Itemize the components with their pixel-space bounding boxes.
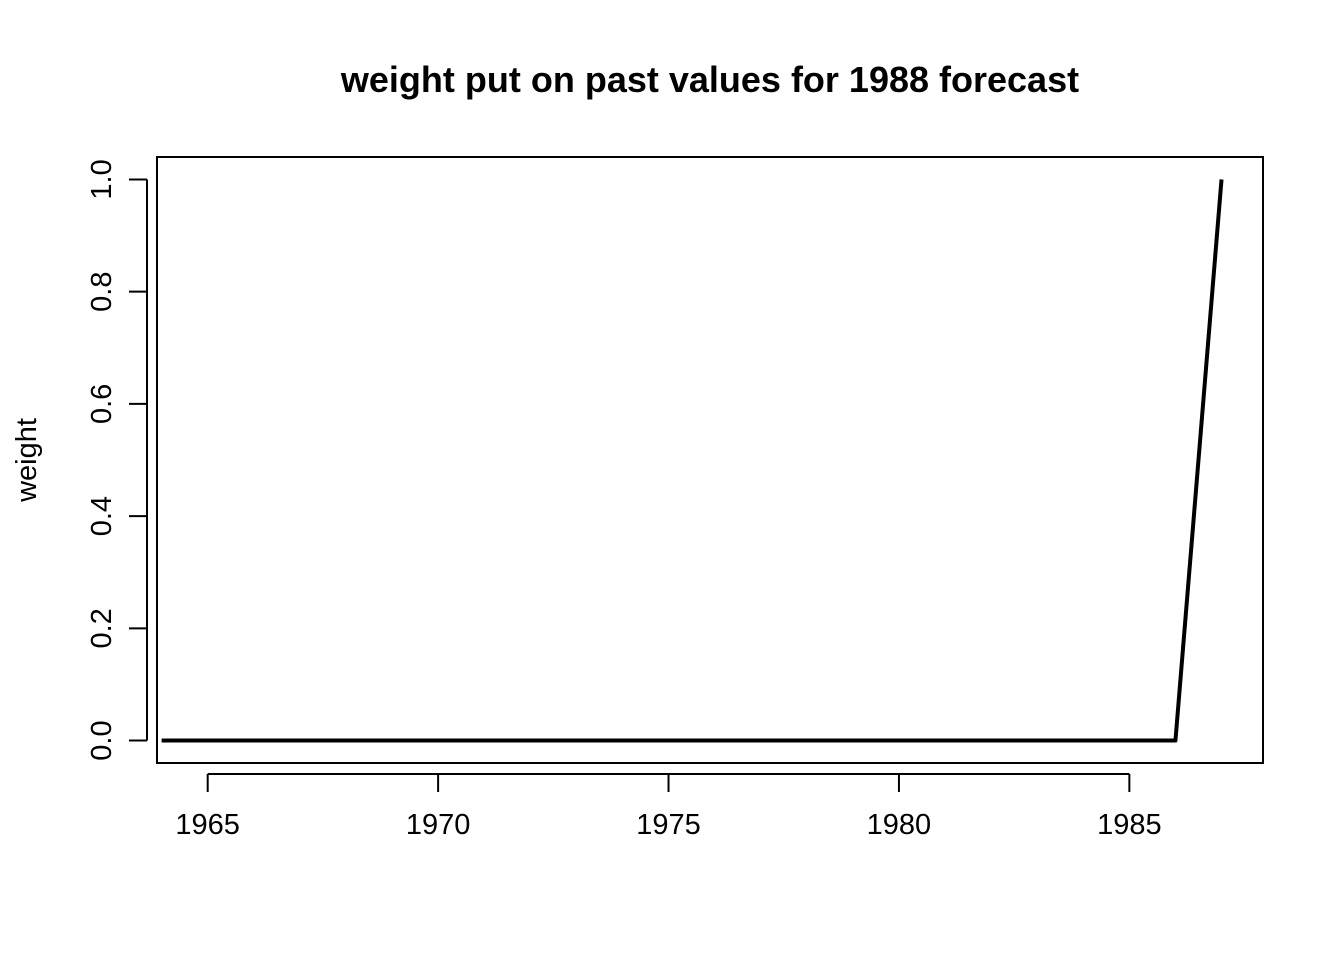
y-tick-label: 0.8: [86, 272, 118, 312]
series-layer: [161, 179, 1224, 743]
y-tick-label: 0.4: [86, 496, 118, 536]
y-tick-label: 1.0: [86, 159, 118, 199]
y-tick-label: 0.6: [86, 384, 118, 424]
x-tick-label: 1970: [406, 809, 471, 841]
x-tick-label: 1980: [867, 809, 932, 841]
x-tick-label: 1985: [1097, 809, 1162, 841]
y-axis: 0.0 0.2 0.4 0.6 0.8 1.0: [86, 159, 148, 761]
x-tick-label: 1975: [636, 809, 701, 841]
chart-title: weight put on past values for 1988 forec…: [340, 59, 1079, 100]
series-line: [161, 179, 1224, 743]
x-axis: 1965 1970 1975 1980 1985: [175, 773, 1162, 841]
y-tick-label: 0.0: [86, 720, 118, 760]
y-axis-label: weight: [11, 418, 43, 503]
y-tick-label: 0.2: [86, 608, 118, 648]
plot-frame: [156, 156, 1264, 764]
x-tick-label: 1965: [175, 809, 240, 841]
